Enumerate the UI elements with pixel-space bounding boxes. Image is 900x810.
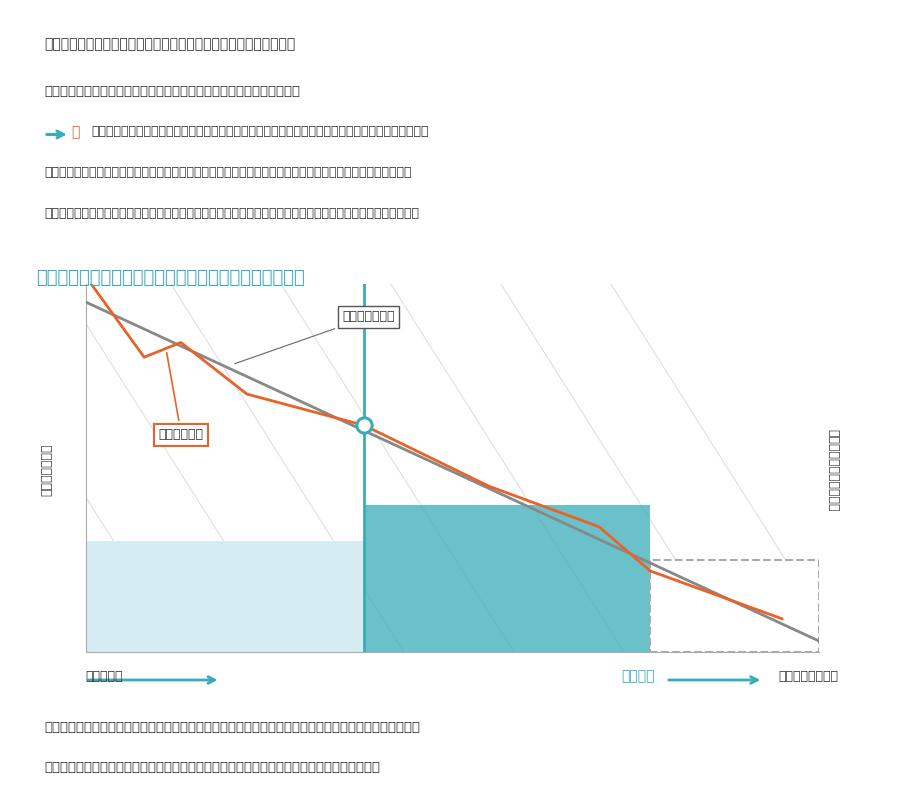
Text: 元金残高・将来価値推移: 元金残高・将来価値推移 bbox=[826, 428, 839, 511]
Text: お支払期間: お支払期間 bbox=[86, 670, 123, 683]
Text: 将来価値推移: 将来価値推移 bbox=[158, 352, 203, 441]
Bar bbox=[364, 505, 651, 652]
Text: 月々のお支払額: 月々のお支払額 bbox=[40, 444, 53, 496]
Text: 〇年後（車検のタイミングなど）にクルマの将来価値と元金残高が一致: 〇年後（車検のタイミングなど）にクルマの将来価値と元金残高が一致 bbox=[44, 85, 300, 98]
Text: スポット（一部繰上げ）返済など、一定のルールのなかで、フレキシブルな対応が可能です。: スポット（一部繰上げ）返済など、一定のルールのなかで、フレキシブルな対応が可能で… bbox=[44, 761, 380, 774]
Text: お支払期間延長可: お支払期間延長可 bbox=[778, 670, 839, 683]
Text: の時点以降は、一般的にはクルマの価値がローン元金残高を上回りますので、お客さまはお支払いや: の時点以降は、一般的にはクルマの価値がローン元金残高を上回りますので、お客さまは… bbox=[91, 126, 428, 139]
Text: 「＜オリコンシェル＞を活用したお支払いプラン例（イメージ）」: 「＜オリコンシェル＞を活用したお支払いプラン例（イメージ）」 bbox=[44, 37, 295, 52]
Text: ・・・・: ・・・・ bbox=[621, 669, 654, 684]
Text: ＜オリコンシェル＞を活用したお支払いプランイメージ: ＜オリコンシェル＞を活用したお支払いプランイメージ bbox=[36, 269, 305, 287]
Bar bbox=[651, 560, 819, 652]
Text: ローン元金残高: ローン元金残高 bbox=[235, 310, 395, 364]
Text: 更に高いグレードのおクルマがご購入できたりといった「一番お得な買い方」を手に入れることができます。: 更に高いグレードのおクルマがご購入できたりといった「一番お得な買い方」を手に入れ… bbox=[44, 207, 419, 220]
Text: 〇: 〇 bbox=[71, 126, 80, 139]
Bar bbox=[86, 542, 365, 652]
Text: 次の代替の不安なくご購入できます。また、人気車種なら、想定していたよりも月々安くご購入できたり、: 次の代替の不安なくご購入できます。また、人気車種なら、想定していたよりも月々安く… bbox=[44, 166, 411, 179]
Text: ニューバジェットローンですので、お支払い途中でのお支払額変更、お支払期間（回数）の延長・短縮、: ニューバジェットローンですので、お支払い途中でのお支払額変更、お支払期間（回数）… bbox=[44, 721, 420, 734]
